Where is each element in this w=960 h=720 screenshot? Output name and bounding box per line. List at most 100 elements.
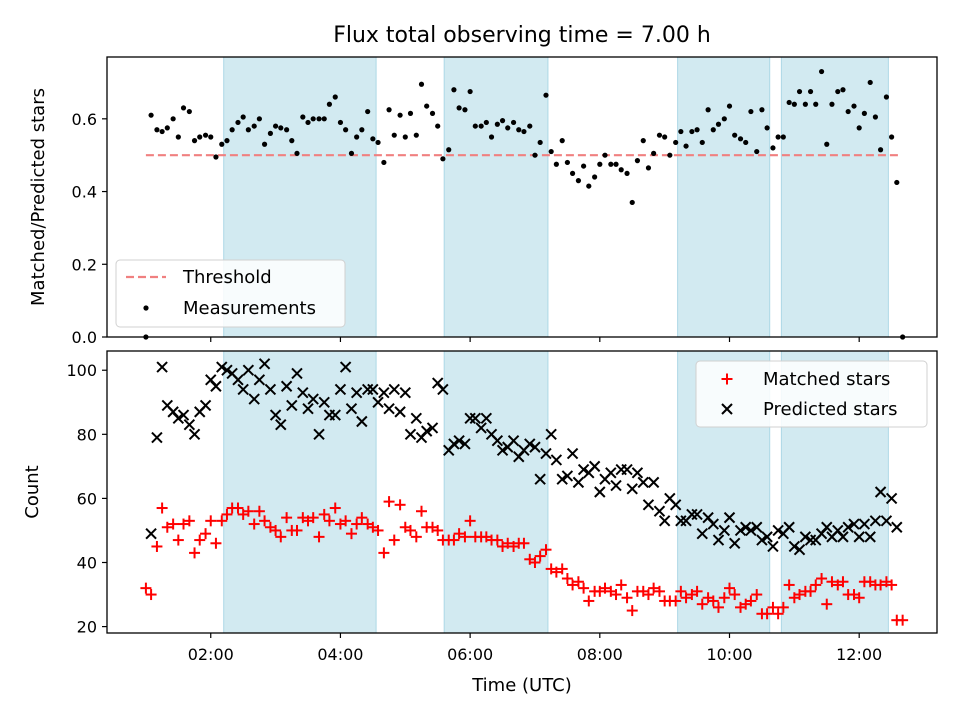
predicted-point xyxy=(269,409,282,421)
matched-point xyxy=(281,512,293,524)
predicted-point xyxy=(372,396,384,408)
measurement-point xyxy=(721,116,727,122)
predicted-point xyxy=(658,515,671,527)
measurement-point xyxy=(240,114,246,120)
measurement-point xyxy=(235,119,241,126)
predicted-point xyxy=(804,534,817,546)
predicted-point xyxy=(577,463,590,476)
measurement-point xyxy=(835,88,841,95)
matched-point xyxy=(340,515,352,527)
predicted-point xyxy=(669,499,682,511)
measurement-point xyxy=(435,123,441,129)
measurement-point xyxy=(775,134,781,140)
measurement-point xyxy=(662,134,668,140)
measurement-point xyxy=(802,101,808,107)
top-y-axis-ticks: 0.0 0.2 0.4 0.6 xyxy=(72,110,107,347)
measurement-point xyxy=(370,136,376,142)
predicted-point xyxy=(297,386,309,399)
top-axes-frame xyxy=(106,56,938,338)
measurement-point xyxy=(673,139,679,146)
measurement-point xyxy=(629,199,635,206)
matched-point xyxy=(534,550,546,562)
y-tick-label: 80 xyxy=(77,425,97,444)
matched-point xyxy=(729,589,741,601)
predicted-point xyxy=(550,454,563,466)
measurement-point xyxy=(527,123,533,129)
predicted-point xyxy=(258,358,271,370)
predicted-point xyxy=(367,383,379,396)
predicted-point xyxy=(821,521,833,533)
predicted-point xyxy=(156,361,168,373)
measurement-point xyxy=(191,138,198,144)
y-tick-label: 60 xyxy=(77,489,97,508)
measurement-point xyxy=(272,123,279,129)
measurement-point xyxy=(456,105,462,111)
predicted-point xyxy=(242,364,255,376)
y-tick-label: 0.4 xyxy=(72,183,97,202)
predicted-point xyxy=(339,361,352,373)
matched-point xyxy=(556,563,568,575)
predicted-point xyxy=(707,518,719,530)
y-tick-label: 20 xyxy=(77,618,97,637)
predicted-point xyxy=(480,412,493,425)
matched-point xyxy=(670,595,682,607)
measurement-point xyxy=(462,107,468,113)
legend-predicted-label: Predicted stars xyxy=(763,399,897,420)
predicted-point xyxy=(605,467,617,479)
measurement-point xyxy=(326,101,333,107)
predicted-point xyxy=(356,415,368,428)
measurement-point xyxy=(732,132,738,138)
predicted-point xyxy=(145,527,157,540)
measurement-point xyxy=(251,123,257,129)
predicted-point xyxy=(286,399,298,412)
matched-point xyxy=(459,531,471,543)
observing-window xyxy=(443,56,549,338)
matched-stars-series xyxy=(140,496,909,626)
measurement-point xyxy=(656,132,663,138)
predicted-point xyxy=(712,534,725,546)
measurement-point xyxy=(381,159,387,166)
matched-point xyxy=(610,589,622,601)
matched-point xyxy=(837,576,849,588)
matched-point xyxy=(810,579,822,591)
top-observing-windows xyxy=(223,56,889,338)
predicted-point xyxy=(361,383,374,396)
measurement-point xyxy=(451,87,457,93)
measurement-point xyxy=(488,134,495,140)
matched-point xyxy=(259,515,271,527)
predicted-point xyxy=(280,380,293,392)
observing-window xyxy=(443,350,549,634)
x-tick-label: 08:00 xyxy=(577,645,623,664)
bottom-panel: 20 40 60 80 100 02:00 04:00 06:00 08:00 10:00 12:… xyxy=(22,350,938,696)
predicted-point xyxy=(172,412,185,425)
measurement-point xyxy=(872,114,878,120)
measurement-point xyxy=(386,107,392,113)
matched-point xyxy=(183,515,195,527)
measurement-point xyxy=(737,136,744,142)
predicted-point xyxy=(383,402,395,415)
predicted-point xyxy=(751,521,763,533)
matched-point xyxy=(140,582,152,594)
predicted-point xyxy=(594,486,606,498)
measurement-point xyxy=(310,116,316,122)
measurement-point xyxy=(300,114,306,120)
measurement-point xyxy=(186,108,192,115)
measurement-point xyxy=(861,110,867,116)
measurement-point xyxy=(402,134,408,140)
matched-point xyxy=(404,524,416,536)
measurement-point xyxy=(586,183,592,189)
matched-point xyxy=(816,573,828,585)
predicted-point xyxy=(464,412,476,425)
measurement-point xyxy=(840,87,846,93)
predicted-point xyxy=(275,418,287,431)
predicted-point xyxy=(686,508,698,521)
legend-measurements-swatch xyxy=(143,305,149,311)
matched-point xyxy=(172,534,184,546)
measurement-point xyxy=(645,165,652,171)
predicted-point xyxy=(874,486,887,498)
figure-title: Flux total observing time = 7.00 h xyxy=(333,23,711,48)
matched-point xyxy=(886,579,898,591)
measurement-point xyxy=(651,150,657,156)
matched-point xyxy=(599,582,611,594)
matched-point xyxy=(216,515,228,527)
